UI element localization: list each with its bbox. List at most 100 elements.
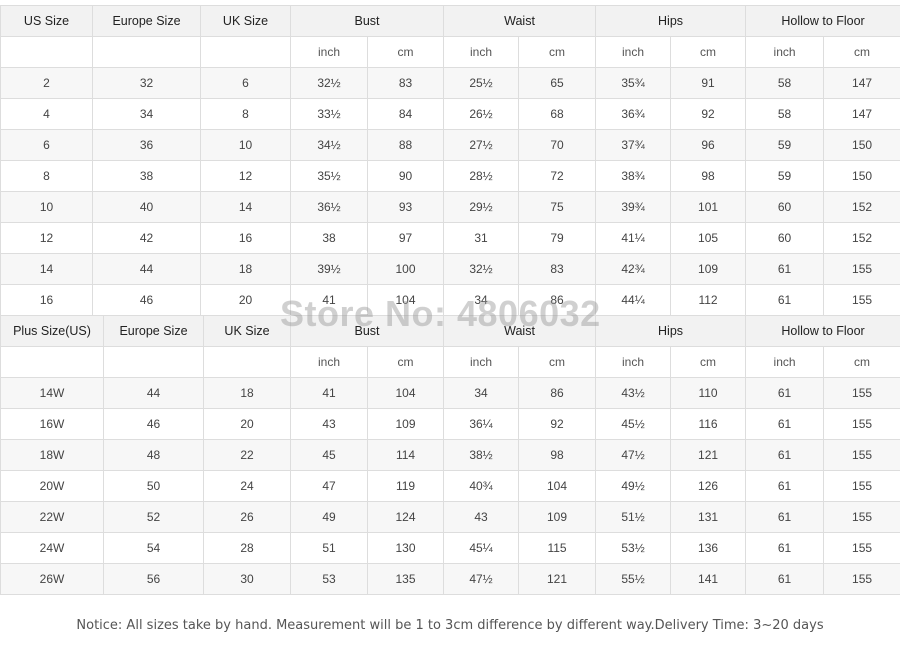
table-cell: 38½ <box>443 439 520 471</box>
unit-header: inch <box>290 36 368 68</box>
table-cell: 53 <box>290 563 368 595</box>
unit-header: cm <box>823 36 900 68</box>
column-header: Hollow to Floor <box>745 315 900 347</box>
column-header: Waist <box>443 315 597 347</box>
table-row: 4 34 8 33½ 84 26½ 68 36¾ 92 58 147 <box>0 98 900 130</box>
table-cell: 40¾ <box>443 470 520 502</box>
table-cell: 136 <box>670 532 747 564</box>
table-row: 14W 44 18 41 104 34 86 43½ 110 61 155 <box>0 377 900 409</box>
table-cell: 35½ <box>290 160 368 192</box>
table-cell: 41 <box>290 377 368 409</box>
table-cell: 43 <box>290 408 368 440</box>
table-cell: 105 <box>670 222 747 254</box>
table-cell: 26½ <box>443 98 520 130</box>
table-cell: 8 <box>0 160 93 192</box>
unit-row: inch cm inch cm inch cm inch cm <box>0 36 900 68</box>
table-cell: 98 <box>670 160 747 192</box>
table-cell: 119 <box>366 470 445 502</box>
table-cell: 61 <box>745 439 825 471</box>
unit-header: inch <box>290 346 368 378</box>
unit-header: cm <box>366 36 445 68</box>
table-cell: 147 <box>823 67 900 99</box>
table-cell: 36¾ <box>595 98 672 130</box>
table-row: 16W 46 20 43 109 36¼ 92 45½ 116 61 155 <box>0 408 900 440</box>
table-cell: 41 <box>290 284 368 316</box>
table-cell: 36½ <box>290 191 368 223</box>
table-cell: 155 <box>823 408 900 440</box>
table-cell: 68 <box>518 98 597 130</box>
table-cell: 84 <box>366 98 445 130</box>
table-cell: 30 <box>203 563 291 595</box>
table-cell: 14 <box>200 191 291 223</box>
table-cell: 22W <box>0 501 104 533</box>
column-header: Bust <box>289 5 445 37</box>
table-cell: 98 <box>518 439 597 471</box>
table-cell: 14 <box>0 253 93 285</box>
table-cell: 152 <box>823 222 900 254</box>
table-cell: 46 <box>92 284 201 316</box>
table-cell: 42 <box>92 222 201 254</box>
table-cell: 155 <box>823 439 900 471</box>
table-cell: 32 <box>92 67 201 99</box>
table-row: 10 40 14 36½ 93 29½ 75 39¾ 101 60 152 <box>0 191 900 223</box>
table-cell: 109 <box>518 501 597 533</box>
column-header: Waist <box>443 5 597 37</box>
table-cell: 36¼ <box>443 408 520 440</box>
column-header: Europe Size <box>92 5 201 37</box>
unit-header: inch <box>595 36 672 68</box>
table-cell: 150 <box>823 129 900 161</box>
table-cell: 61 <box>745 377 825 409</box>
table-cell: 48 <box>103 439 204 471</box>
column-header: Hips <box>595 5 747 37</box>
column-header: Bust <box>289 315 445 347</box>
table-cell: 130 <box>366 532 445 564</box>
table-cell: 20W <box>0 470 104 502</box>
table-cell: 59 <box>745 129 825 161</box>
table-cell: 112 <box>670 284 747 316</box>
table-cell: 104 <box>366 377 445 409</box>
table-cell: 39½ <box>290 253 368 285</box>
table-cell: 53½ <box>595 532 672 564</box>
table-cell: 150 <box>823 160 900 192</box>
unit-header: cm <box>670 36 747 68</box>
table-cell: 91 <box>670 67 747 99</box>
unit-header: cm <box>518 36 597 68</box>
table-cell: 28 <box>203 532 291 564</box>
notice-text: Notice: All sizes take by hand. Measurem… <box>76 618 824 633</box>
table-cell: 58 <box>745 98 825 130</box>
table-cell: 60 <box>745 222 825 254</box>
table-cell: 34 <box>443 377 520 409</box>
table-cell: 27½ <box>443 129 520 161</box>
table-row: 18W 48 22 45 114 38½ 98 47½ 121 61 155 <box>0 439 900 471</box>
table-cell: 79 <box>518 222 597 254</box>
table-cell: 26 <box>203 501 291 533</box>
table-cell: 37¾ <box>595 129 672 161</box>
table-cell: 109 <box>670 253 747 285</box>
table-cell: 61 <box>745 253 825 285</box>
table-cell: 83 <box>518 253 597 285</box>
table-cell: 54 <box>103 532 204 564</box>
table-cell: 20 <box>203 408 291 440</box>
table-cell: 72 <box>518 160 597 192</box>
table-cell: 44¼ <box>595 284 672 316</box>
empty-cell <box>200 36 291 68</box>
table-cell: 51½ <box>595 501 672 533</box>
table-row: 2 32 6 32½ 83 25½ 65 35¾ 91 58 147 <box>0 67 900 99</box>
table-cell: 52 <box>103 501 204 533</box>
table-cell: 12 <box>200 160 291 192</box>
table-cell: 44 <box>92 253 201 285</box>
table-cell: 16 <box>0 284 93 316</box>
table-cell: 92 <box>670 98 747 130</box>
table-cell: 42¾ <box>595 253 672 285</box>
table-cell: 45¼ <box>443 532 520 564</box>
table-cell: 34 <box>92 98 201 130</box>
table-cell: 49½ <box>595 470 672 502</box>
table-cell: 47½ <box>595 439 672 471</box>
table-cell: 61 <box>745 470 825 502</box>
table-cell: 33½ <box>290 98 368 130</box>
table-cell: 70 <box>518 129 597 161</box>
table-cell: 28½ <box>443 160 520 192</box>
table-cell: 155 <box>823 563 900 595</box>
table-cell: 97 <box>366 222 445 254</box>
table-cell: 34½ <box>290 129 368 161</box>
